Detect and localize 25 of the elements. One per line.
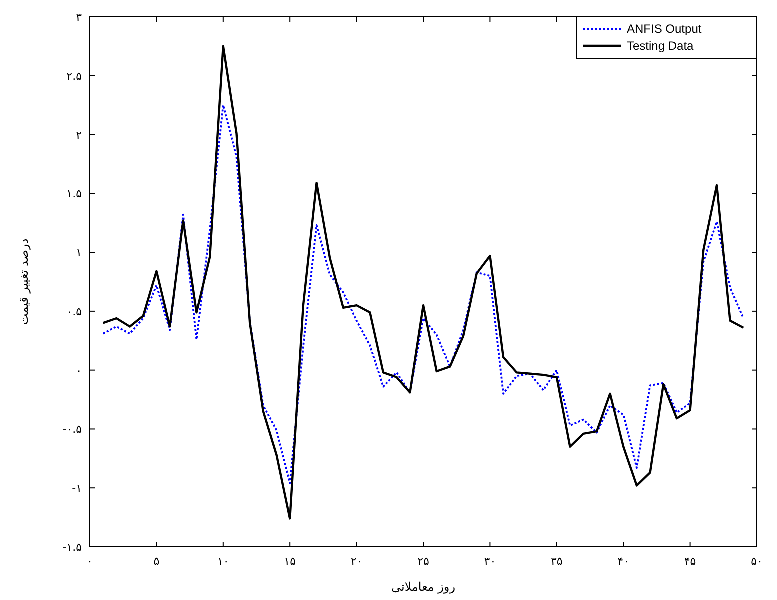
legend-label: Testing Data [627,39,694,53]
y-tick-label: ۳ [76,11,82,24]
x-axis-title: روز معاملاتی [391,580,456,594]
x-tick-label: ۱۰ [217,555,230,568]
y-axis-title: درصد تغییر قیمت [17,238,31,326]
y-tick-label: ۱ [76,246,82,260]
y-tick-label: ۲.۵ [66,70,82,83]
x-tick-label: ۵ [154,555,160,568]
x-tick-label: ۴۵ [684,555,696,568]
y-tick-label: ۲ [76,128,82,142]
x-tick-label: ۵۰ [751,555,763,568]
x-tick-label: ۲۵ [418,555,430,568]
legend-label: ANFIS Output [627,22,702,36]
y-tick-label: ۰ [76,364,82,378]
y-tick-label: ۰.۵ [66,305,82,318]
x-tick-label: ۳۵ [550,555,563,568]
y-tick-label: -۱ [72,482,82,496]
y-tick-label: -۱.۵ [62,541,82,554]
x-tick-label: ۰ [87,555,93,568]
x-tick-label: ۳۰ [484,555,496,568]
y-tick-label: ۱.۵ [66,188,82,201]
y-tick-label: -۰.۵ [62,423,82,436]
x-tick-label: ۴۰ [618,555,630,568]
x-tick-label: ۲۰ [350,555,363,568]
x-tick-label: ۱۵ [284,555,296,568]
